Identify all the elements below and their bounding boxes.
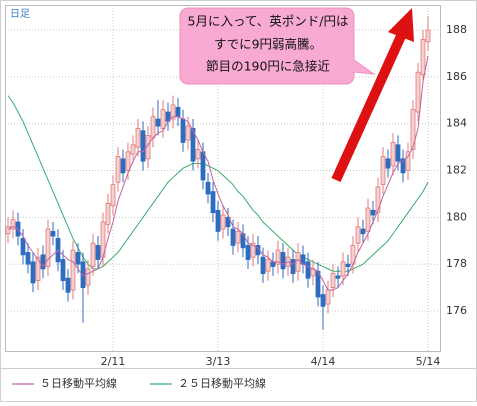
candle-body — [155, 118, 161, 127]
candle-body — [250, 242, 256, 258]
candle-body — [75, 252, 81, 265]
candle-body — [360, 228, 366, 235]
ma-line — [7, 55, 429, 291]
candle-body — [135, 127, 141, 148]
candle-body — [35, 256, 41, 281]
candle-body — [355, 226, 361, 244]
candle-body — [180, 118, 186, 143]
x-tick-label: 3/13 — [206, 355, 231, 368]
candle-body — [60, 259, 66, 281]
candle-body — [290, 259, 296, 274]
candle-body — [85, 268, 91, 286]
candle-body — [415, 71, 421, 113]
candle-body — [375, 186, 381, 214]
chart-title: 日足 — [10, 8, 30, 20]
candle-body — [425, 29, 431, 43]
y-tick-label: 176 — [446, 304, 467, 317]
candle-body — [150, 116, 156, 139]
x-tick-label: 2/11 — [101, 355, 126, 368]
candle-body — [160, 109, 166, 129]
callout-box — [179, 7, 376, 85]
y-tick-label: 182 — [446, 164, 467, 177]
arrow-shaft — [331, 33, 406, 183]
candle-body — [335, 275, 341, 279]
candle-body — [265, 259, 271, 272]
candle-body — [260, 256, 266, 274]
candle-body — [270, 261, 276, 267]
candle-body — [230, 228, 236, 246]
candle-body — [195, 149, 201, 160]
candle-body — [215, 209, 221, 232]
candle-body — [320, 294, 326, 307]
y-tick-label: 184 — [446, 117, 467, 130]
candle-body — [400, 158, 406, 174]
candle-body — [45, 228, 51, 267]
candle-body — [305, 261, 311, 279]
candle-body — [20, 238, 26, 256]
annotation: 節目の190円に急接近 — [206, 59, 330, 74]
candle-body — [405, 151, 411, 171]
candle-body — [370, 209, 376, 216]
candle-body — [225, 216, 231, 228]
x-tick-label: 4/14 — [311, 355, 336, 368]
candle-body — [235, 231, 241, 244]
candle-body — [70, 249, 76, 291]
candle-body — [10, 219, 16, 230]
candle-body — [170, 104, 176, 120]
candle-body — [295, 252, 301, 272]
candle-body — [385, 158, 391, 169]
y-tick-label: 178 — [446, 257, 467, 270]
candle-body — [315, 270, 321, 298]
legend-label: ５日移動平均線 — [40, 376, 117, 390]
y-tick-label: 186 — [446, 70, 467, 83]
annotation: すでに9円弱高騰。 — [214, 37, 322, 52]
candle-body — [210, 191, 216, 214]
candle-body — [380, 156, 386, 185]
candle-body — [120, 158, 126, 174]
candle-body — [115, 156, 121, 183]
candle-body — [345, 263, 351, 267]
candle-body — [140, 130, 146, 162]
candle-body — [280, 252, 286, 270]
candle-body — [90, 242, 96, 267]
annotation: 5月に入って、英ポンド/円は — [188, 14, 349, 29]
candle-body — [200, 151, 206, 181]
overlay: 5月に入って、英ポンド/円は すでに9円弱高騰。 節目の190円に急接近 — [179, 7, 414, 183]
candle-body — [340, 261, 346, 277]
candle-body — [50, 231, 56, 237]
candle-body — [330, 273, 336, 289]
candle-body — [395, 144, 401, 162]
y-tick-label: 188 — [446, 23, 467, 36]
candle-body — [95, 245, 101, 260]
candle-body — [25, 252, 31, 265]
y-tick-label: 180 — [446, 210, 467, 223]
x-tick-label: 5/14 — [416, 355, 441, 368]
candle-body — [30, 261, 36, 284]
candle-body — [325, 289, 331, 305]
candle-body — [275, 249, 281, 265]
arrow-head — [388, 8, 414, 42]
candle-body — [190, 127, 196, 162]
candle-body — [65, 277, 71, 293]
candle-body — [5, 226, 11, 235]
candle-body — [365, 207, 371, 232]
candle-body — [175, 106, 181, 118]
candle-body — [110, 184, 116, 207]
candle-body — [420, 39, 426, 75]
candle-body — [125, 151, 131, 171]
legend-label: ２５日移動平均線 — [178, 376, 266, 390]
candle-body — [130, 144, 136, 155]
plot-frame — [5, 5, 441, 352]
candle-body — [220, 214, 226, 230]
candle-body — [105, 202, 111, 225]
candle-body — [40, 254, 46, 270]
candle-body — [205, 181, 211, 195]
candle-body — [390, 142, 396, 167]
candle-body — [410, 109, 416, 150]
candle-body — [245, 245, 251, 260]
candle-body — [185, 125, 191, 141]
